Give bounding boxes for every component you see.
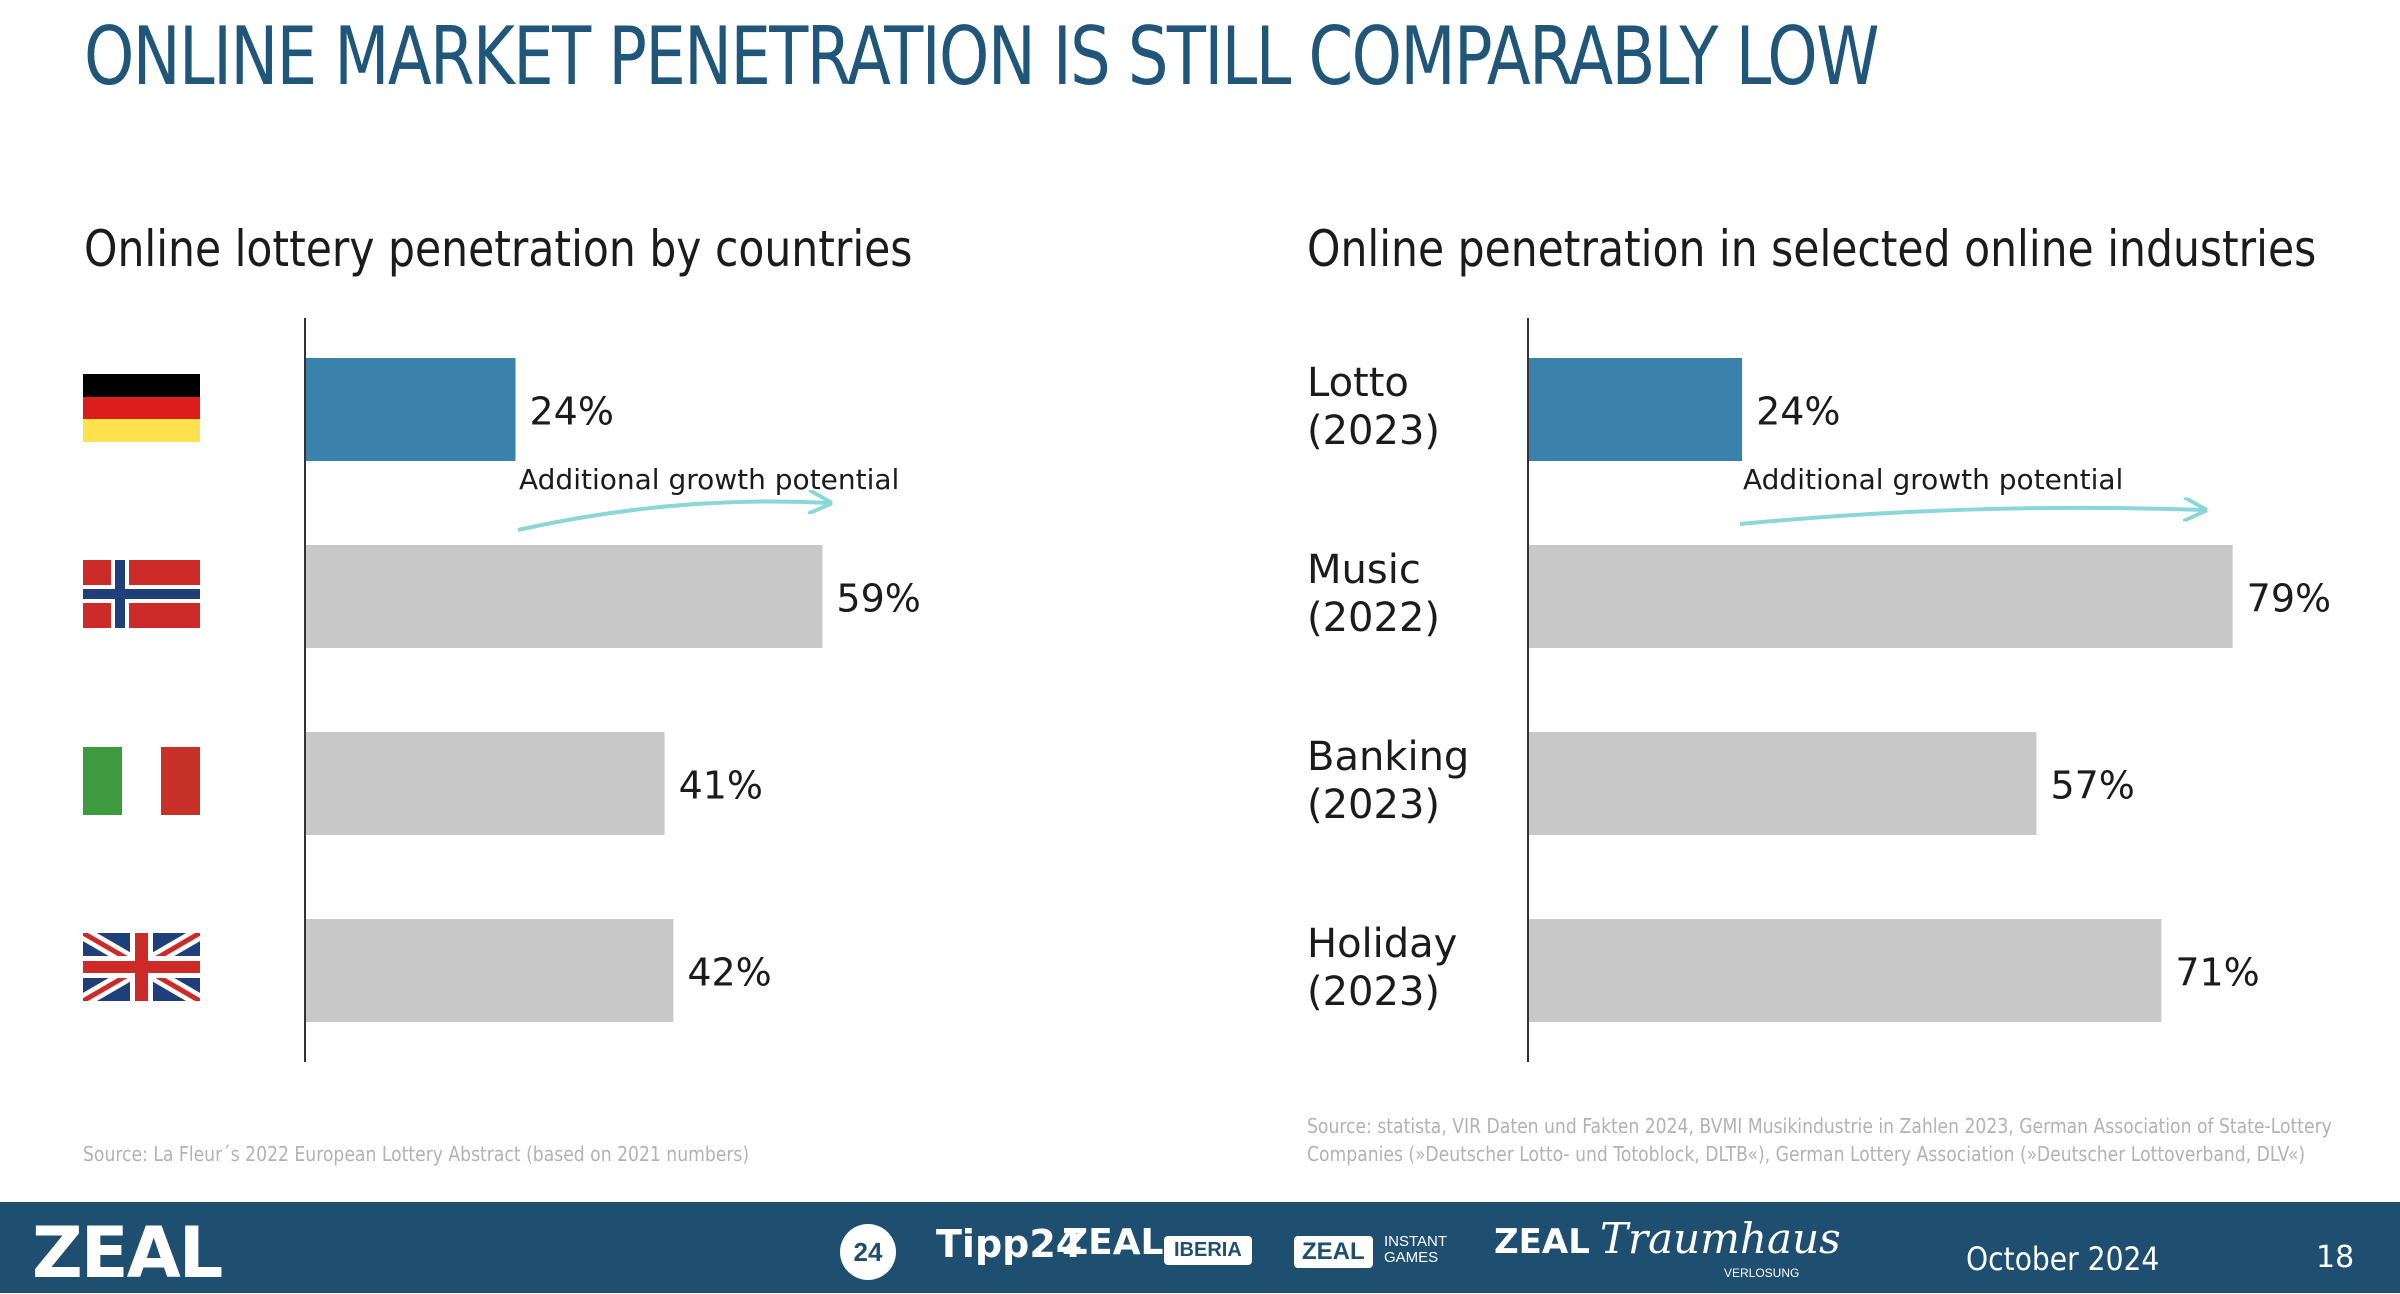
left-chart-value-label: 41%: [679, 764, 763, 808]
zeal-instant-games-logo-text: INSTANT GAMES: [1384, 1234, 1447, 1266]
footer-bar: ZEAL 24 Tipp24 ZEAL IBERIA ZEAL INSTANT …: [0, 1202, 2400, 1294]
right-chart-bar: [1528, 358, 1743, 461]
zeal-iberia-logo-word: ZEAL: [1062, 1222, 1164, 1263]
right-chart-category-label: Holiday: [1307, 921, 1457, 967]
left-chart-annotation: Additional growth potential: [519, 463, 899, 496]
right-chart-value-label: 79%: [2247, 577, 2331, 621]
tipp24-logo: Tipp24: [936, 1222, 1083, 1266]
zeal-logo: ZEAL: [32, 1212, 223, 1294]
right-chart-category-label: (2022): [1307, 595, 1440, 641]
page-number: 18: [2316, 1240, 2355, 1275]
norway-flag-icon: [83, 560, 200, 628]
zeal-traumhaus-logo-word: ZEAL: [1494, 1222, 1590, 1262]
left-chart-value-label: 59%: [836, 577, 920, 621]
traumhaus-logo: Traumhaus: [1600, 1214, 1841, 1263]
right-chart-source-line: Source: statista, VIR Daten und Fakten 2…: [1307, 1114, 2332, 1138]
italy-flag-icon: [83, 747, 200, 815]
left-chart-source: Source: La Fleur´s 2022 European Lottery…: [83, 1142, 750, 1166]
right-chart-category-label: (2023): [1307, 782, 1440, 828]
right-chart-value-label: 24%: [1756, 390, 1840, 434]
right-chart-category-label: Lotto: [1307, 360, 1409, 406]
zeal-iberia-logo-box: IBERIA: [1164, 1236, 1252, 1265]
page-title: ONLINE MARKET PENETRATION IS STILL COMPA…: [84, 10, 1879, 103]
left-chart-value-label: 42%: [687, 951, 771, 995]
right-chart-annotation: Additional growth potential: [1743, 463, 2123, 496]
right-chart-value-label: 57%: [2050, 764, 2134, 808]
right-chart-growth-arrow: [1739, 508, 2205, 526]
right-chart-title: Online penetration in selected online in…: [1307, 220, 2317, 278]
lotto24-logo: 24: [840, 1224, 896, 1280]
right-chart-value-label: 71%: [2175, 951, 2259, 995]
right-chart-bar: [1528, 545, 2233, 648]
traumhaus-verlosung-label: VERLOSUNG: [1724, 1266, 1800, 1280]
germany-flag-icon: [83, 374, 200, 442]
right-chart-bar: [1528, 732, 2037, 835]
left-chart-bar: [305, 358, 516, 461]
instant-label: INSTANT: [1384, 1233, 1448, 1250]
left-chart-growth-arrow: [517, 502, 830, 532]
right-chart-category-label: (2023): [1307, 408, 1440, 454]
left-chart-bar: [305, 732, 665, 835]
uk-flag-icon: [83, 933, 200, 1001]
left-chart-bar: [305, 919, 674, 1022]
right-chart-source-line: Companies (»Deutscher Lotto- und Totoblo…: [1307, 1142, 2306, 1166]
footer-date: October 2024: [1966, 1240, 2160, 1278]
zeal-instant-games-logo-box: ZEAL: [1294, 1236, 1373, 1268]
right-chart-category-label: (2023): [1307, 969, 1440, 1015]
right-chart-bar: [1528, 919, 2162, 1022]
games-label: GAMES: [1384, 1249, 1439, 1266]
left-chart-bar: [305, 545, 823, 648]
left-chart-value-label: 24%: [529, 390, 613, 434]
right-chart-category-label: Banking: [1307, 734, 1469, 780]
left-chart-title: Online lottery penetration by countries: [84, 220, 913, 278]
right-chart-category-label: Music: [1307, 547, 1421, 593]
right-chart-source: Source: statista, VIR Daten und Fakten 2…: [1307, 1112, 2332, 1168]
